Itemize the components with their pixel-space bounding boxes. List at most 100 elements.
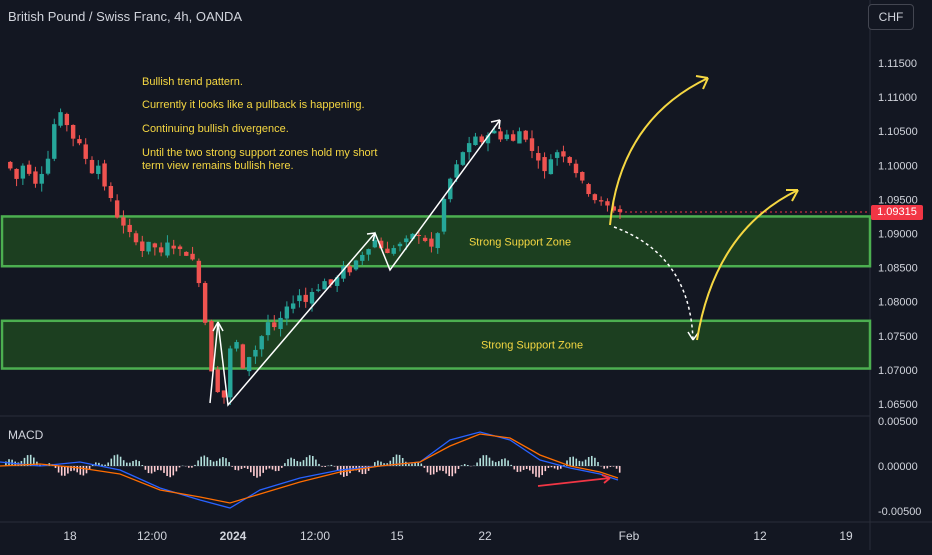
candle-body [33, 171, 37, 183]
macd-histogram-bar [331, 465, 333, 466]
candle-body [140, 241, 144, 250]
macd-histogram-bar [324, 466, 326, 467]
macd-histogram-bar [529, 466, 531, 470]
candle-body [291, 303, 295, 308]
macd-histogram-bar [607, 466, 609, 468]
macd-histogram-bar [197, 460, 199, 466]
macd-histogram-bar [132, 461, 134, 466]
macd-histogram-bar [250, 466, 252, 472]
candle-body [178, 246, 182, 249]
macd-histogram-bar [272, 466, 274, 470]
macd-histogram-bar [610, 466, 612, 467]
candle-body [366, 249, 370, 255]
symbol-title[interactable]: British Pound / Swiss Franc, 4h, OANDA [8, 9, 242, 24]
macd-histogram-bar [458, 466, 460, 469]
macd-histogram-bar [55, 466, 57, 468]
candle-body [605, 201, 609, 205]
macd-histogram-bar [321, 466, 323, 467]
macd-histogram-bar [569, 457, 571, 466]
macd-histogram-bar [538, 466, 540, 477]
candle-body [297, 295, 301, 301]
macd-histogram-bar [585, 460, 587, 466]
macd-histogram-bar [107, 463, 109, 466]
macd-histogram-bar [145, 466, 147, 470]
macd-histogram-bar [188, 466, 190, 468]
macd-histogram-bar [259, 466, 261, 476]
note-line-3: Continuing bullish divergence. [142, 123, 289, 135]
candle-body [253, 350, 257, 357]
macd-histogram-bar [179, 466, 181, 467]
macd-histogram-bar [334, 466, 336, 467]
time-label: Feb [619, 529, 640, 543]
macd-histogram-bar [489, 458, 491, 466]
macd-histogram-bar [173, 466, 175, 475]
macd-histogram-bar [535, 466, 537, 477]
macd-histogram-bar [151, 466, 153, 473]
macd-histogram-bar [510, 465, 512, 466]
macd-histogram-bar [126, 463, 128, 466]
macd-histogram-bar [315, 460, 317, 466]
macd-histogram-bar [572, 457, 574, 466]
price-tick-label: 1.08000 [878, 297, 918, 309]
macd-histogram-bar [281, 466, 283, 468]
candle-body [498, 131, 502, 139]
macd-histogram-bar [80, 466, 82, 475]
currency-button[interactable]: CHF [868, 4, 914, 30]
macd-histogram-bar [278, 466, 280, 471]
candle-body [121, 217, 125, 225]
candle-body [184, 252, 188, 256]
candle-body [454, 164, 458, 177]
macd-histogram-bar [309, 455, 311, 466]
candle-body [373, 240, 377, 247]
macd-histogram-bar [76, 466, 78, 472]
macd-histogram-bar [554, 466, 556, 468]
macd-histogram-bar [445, 466, 447, 474]
macd-histogram-bar [256, 466, 258, 478]
macd-histogram-bar [142, 465, 144, 466]
candle-body [172, 246, 176, 249]
candle-body [505, 135, 509, 140]
candle-body [360, 255, 364, 261]
macd-histogram-bar [123, 460, 125, 466]
macd-histogram-bar [207, 457, 209, 466]
time-label: 18 [63, 529, 77, 543]
macd-histogram-bar [498, 461, 500, 466]
macd-histogram-bar [576, 459, 578, 466]
macd-histogram-bar [312, 456, 314, 466]
macd-histogram-bar [545, 466, 547, 471]
macd-histogram-bar [486, 455, 488, 466]
price-tick-label: 1.11500 [878, 58, 917, 70]
macd-histogram-bar [557, 466, 559, 470]
candle-body [247, 357, 251, 371]
time-label: 12:00 [300, 529, 330, 543]
candle-body [310, 292, 314, 304]
macd-histogram-bar [504, 458, 506, 466]
candle-body [530, 138, 534, 151]
price-tick-label: 1.06500 [878, 399, 918, 411]
macd-histogram-bar [117, 455, 119, 466]
price-tick-label: 1.10000 [878, 160, 918, 172]
macd-histogram-bar [228, 462, 230, 466]
macd-histogram-bar [216, 461, 218, 466]
macd-histogram-bar [517, 466, 519, 472]
macd-histogram-bar [157, 466, 159, 470]
macd-histogram-bar [138, 461, 140, 466]
macd-histogram-bar [613, 466, 615, 467]
time-label: 12 [753, 529, 767, 543]
candle-body [417, 235, 421, 236]
candle-body [90, 160, 94, 173]
macd-histogram-bar [507, 460, 509, 466]
candle-body [46, 159, 50, 174]
macd-histogram-bar [61, 466, 63, 476]
macd-histogram-bar [154, 466, 156, 472]
macd-histogram-bar [427, 466, 429, 472]
candle-body [52, 124, 56, 159]
macd-histogram-bar [582, 461, 584, 466]
macd-histogram-bar [479, 458, 481, 466]
candle-body [40, 174, 44, 184]
candle-body [165, 243, 169, 256]
macd-histogram-bar [160, 466, 162, 470]
candle-body [84, 144, 88, 158]
